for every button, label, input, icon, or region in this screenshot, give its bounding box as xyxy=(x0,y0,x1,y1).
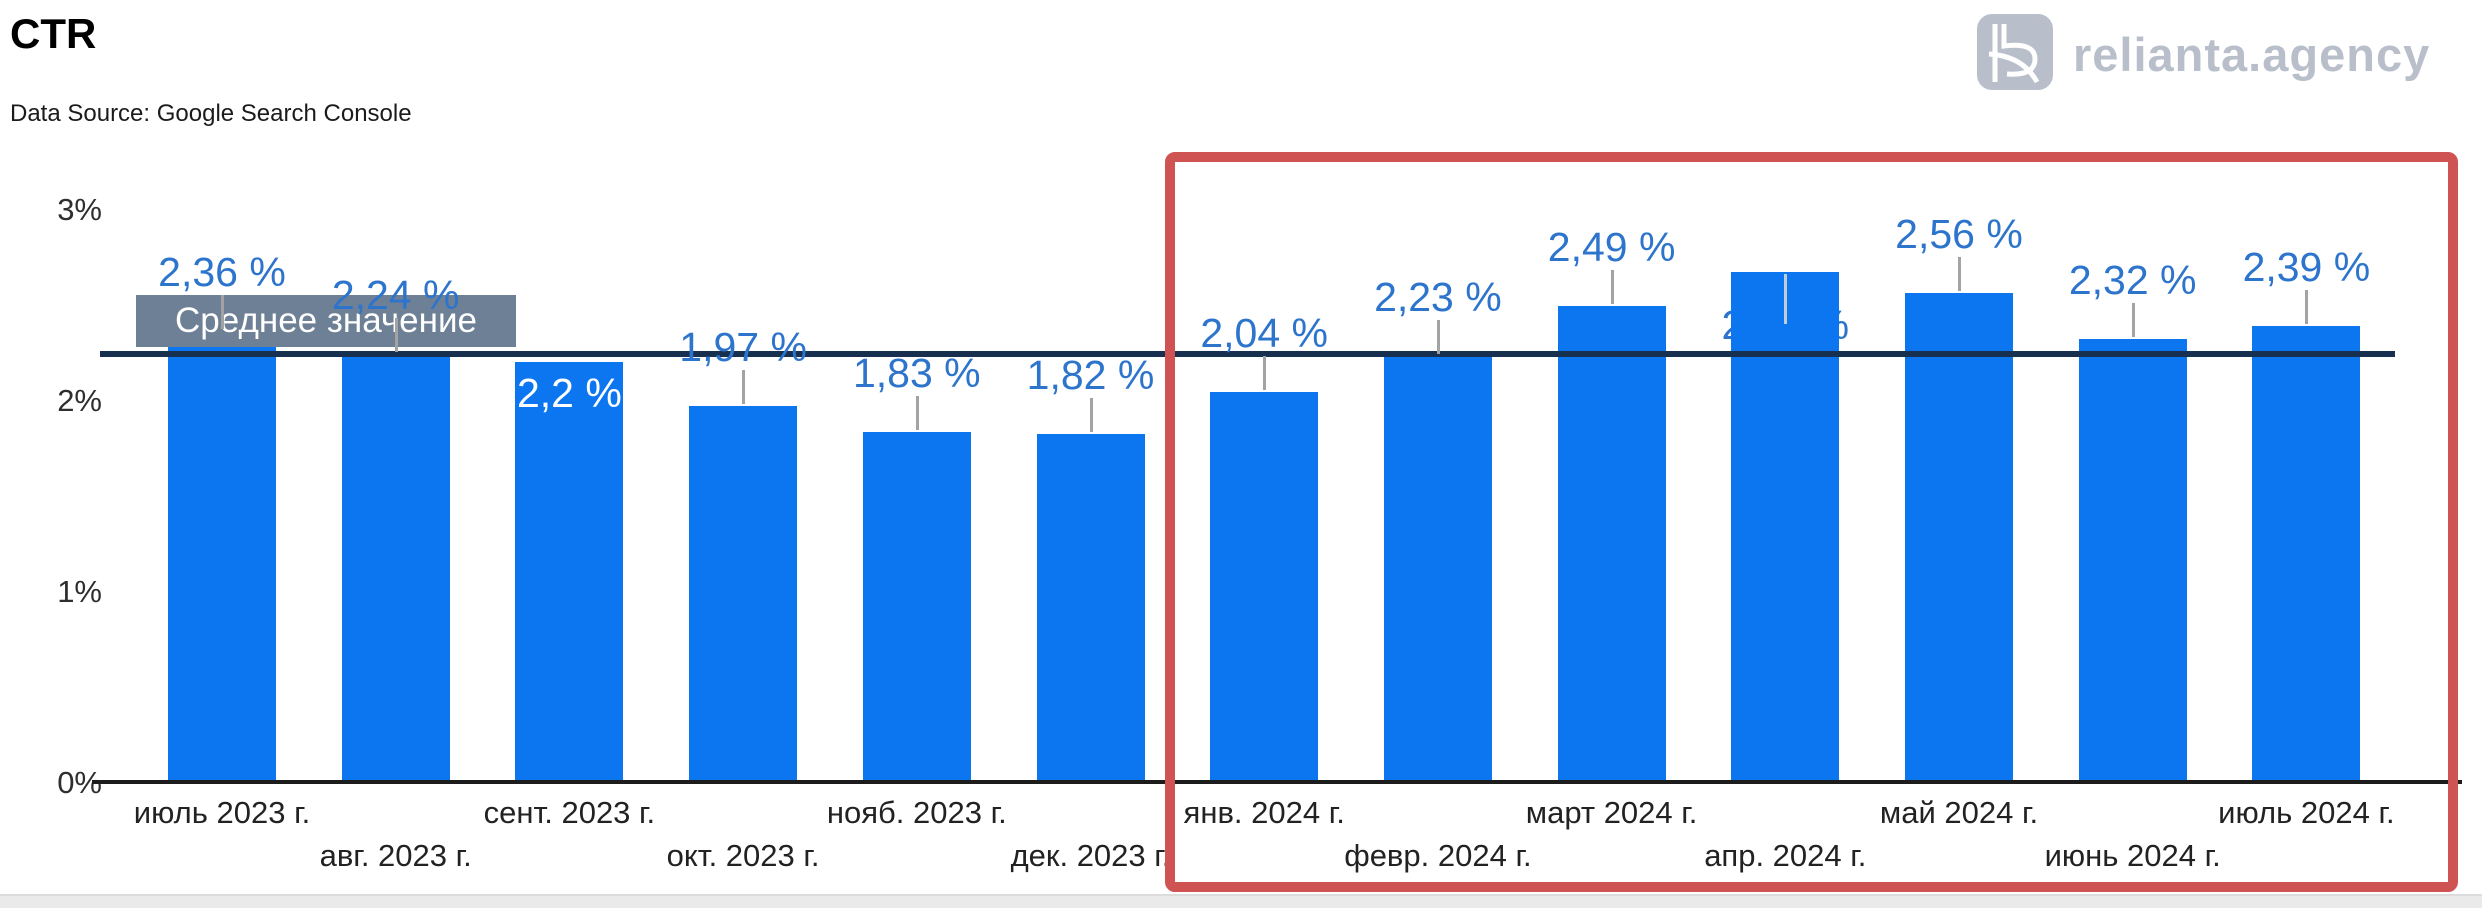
y-axis-tick-label: 1% xyxy=(57,574,102,609)
x-axis-tick-label: март 2024 г. xyxy=(1525,795,1698,830)
bar-9[interactable] xyxy=(1557,306,1666,782)
bar-12[interactable] xyxy=(2078,338,2187,782)
bar-data-label: 2,2 % xyxy=(516,369,622,416)
bar-data-label: 1,83 % xyxy=(852,350,981,397)
label-callout-line xyxy=(2305,289,2309,324)
bar-4[interactable] xyxy=(689,405,798,782)
x-axis-tick-label: февр. 2024 г. xyxy=(1344,838,1532,873)
label-callout-line xyxy=(394,318,398,353)
highlight-annotation-rectangle xyxy=(1165,152,2458,892)
x-axis-tick-label: май 2024 г. xyxy=(1879,795,2039,830)
bar-6[interactable] xyxy=(1036,434,1145,782)
bar-11[interactable] xyxy=(1905,293,2013,782)
chart-title: CTR xyxy=(10,10,97,57)
relianta-r-icon xyxy=(1975,12,2055,97)
x-axis-tick-label: июль 2024 г. xyxy=(2218,795,2395,830)
bar-2[interactable] xyxy=(341,354,450,782)
label-callout-line xyxy=(221,295,224,330)
data-source-label: Data Source: Google Search Console xyxy=(10,100,412,127)
y-axis-tick-label: 2% xyxy=(57,383,102,418)
x-axis-tick-label: авг. 2023 г. xyxy=(319,838,472,873)
label-callout-line xyxy=(1958,257,1961,292)
bar-data-label: 2,24 % xyxy=(331,272,460,319)
bottom-window-strip xyxy=(0,894,2482,908)
bar-data-label: 2,23 % xyxy=(1374,274,1502,321)
x-axis-tick-label: сент. 2023 г. xyxy=(483,795,656,830)
x-axis-tick-label: нояб. 2023 г. xyxy=(826,795,1007,830)
label-callout-line xyxy=(2131,302,2135,337)
x-axis-tick-label: апр. 2024 г. xyxy=(1704,838,1867,873)
x-axis-line xyxy=(92,780,2462,784)
average-line-label: Среднее значение xyxy=(136,295,516,347)
label-callout-line xyxy=(1610,270,1614,305)
y-axis-tick-label: 3% xyxy=(57,192,102,227)
bar-data-label: 2,32 % xyxy=(2068,256,2197,303)
bar-data-label: 2,56 % xyxy=(1895,211,2023,258)
x-axis-tick-label: июль 2023 г. xyxy=(133,795,311,830)
label-callout-line xyxy=(742,369,746,404)
bar-7[interactable] xyxy=(1210,392,1319,782)
label-callout-line xyxy=(1089,398,1093,433)
label-callout-line xyxy=(1263,356,1267,391)
brand-logo: relianta.agency xyxy=(1975,12,2430,97)
y-axis-tick-label: 0% xyxy=(57,765,102,800)
bar-5[interactable] xyxy=(862,432,971,782)
bar-data-label: 2,36 % xyxy=(158,249,286,296)
x-axis-tick-label: июнь 2024 г. xyxy=(2044,838,2221,873)
x-axis-tick-label: дек. 2023 г. xyxy=(1010,838,1171,873)
bar-8[interactable] xyxy=(1383,356,1492,782)
label-callout-line xyxy=(915,396,919,431)
average-line xyxy=(100,351,2395,357)
bar-data-label: 2,39 % xyxy=(2242,243,2371,290)
bar-1[interactable] xyxy=(168,331,276,782)
x-axis-tick-label: янв. 2024 г. xyxy=(1183,795,1345,830)
bar-10[interactable] xyxy=(1731,272,1840,782)
bar-data-label: 1,82 % xyxy=(1026,352,1155,399)
x-axis-tick-label: окт. 2023 г. xyxy=(666,838,820,873)
bar-data-label: 2,49 % xyxy=(1547,224,1676,271)
bar-13[interactable] xyxy=(2252,325,2361,782)
label-callout-line xyxy=(1436,320,1440,355)
bar-3[interactable] xyxy=(515,361,624,782)
bar-data-label: 2,04 % xyxy=(1200,310,1329,357)
brand-logo-text: relianta.agency xyxy=(2073,28,2431,81)
bar-data-label: 1,97 % xyxy=(679,323,807,370)
label-callout-line xyxy=(1784,274,1788,325)
